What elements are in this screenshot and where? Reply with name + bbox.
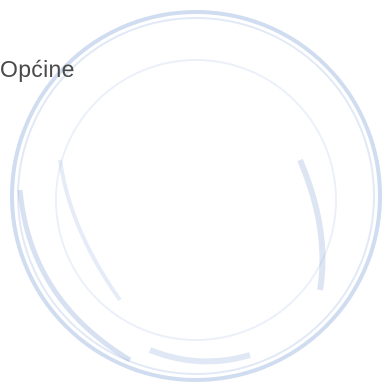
document-text: Općine bbox=[0, 56, 75, 82]
stamp-lettering-smudge bbox=[297, 158, 326, 291]
stamp-ring bbox=[17, 17, 375, 375]
stamp-inner-ring bbox=[55, 59, 337, 341]
stamp-lettering-smudge bbox=[148, 347, 251, 365]
stamp-lettering-smudge bbox=[17, 189, 132, 363]
stamp-outer-ring bbox=[10, 10, 382, 382]
stamp-lettering-smudge bbox=[58, 159, 122, 302]
